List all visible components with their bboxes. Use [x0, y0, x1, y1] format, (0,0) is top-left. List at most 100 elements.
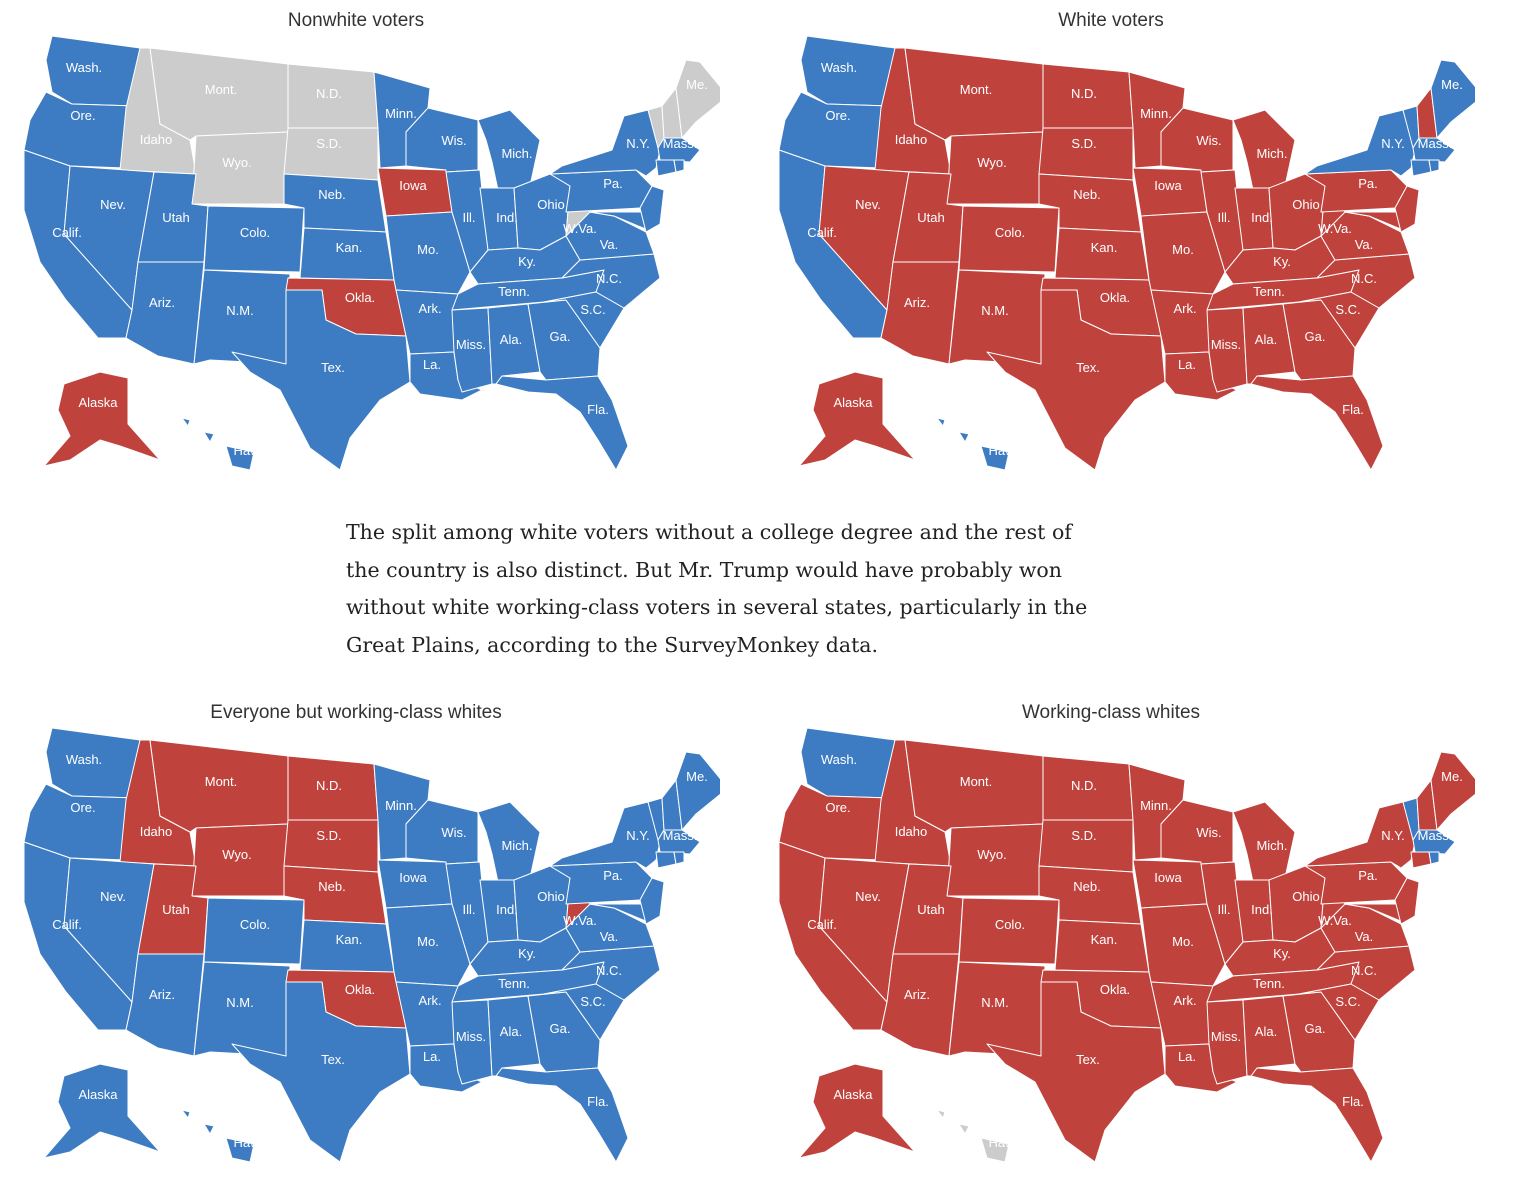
state-tx: [986, 289, 1166, 471]
state-nj: [1394, 877, 1420, 925]
state-label-sc: S.C.: [580, 302, 605, 317]
map-title: Working-class whites: [1021, 702, 1201, 723]
state-label-ny: N.Y.: [1381, 136, 1405, 151]
paragraph-line: the country is also distinct. But Mr. Tr…: [346, 557, 1062, 582]
map-panel-working-class-whites: Working-class whites Wash. Ore. Calif. Idah…: [755, 692, 1475, 1172]
state-label-ms: Miss.: [456, 1029, 486, 1044]
state-label-hi: Haw.: [234, 1135, 263, 1150]
state-label-ks: Kan.: [336, 240, 363, 255]
state-label-ca: Calif.: [52, 225, 82, 240]
state-label-ca: Calif.: [807, 917, 837, 932]
state-ri: [673, 851, 685, 865]
state-label-mn: Minn.: [1140, 798, 1172, 813]
state-label-mn: Minn.: [1140, 106, 1172, 121]
state-label-mo: Mo.: [1172, 934, 1194, 949]
state-label-pa: Pa.: [1358, 176, 1378, 191]
state-label-co: Colo.: [240, 917, 270, 932]
state-label-mn: Minn.: [385, 798, 417, 813]
state-label-ky: Ky.: [1273, 254, 1291, 269]
state-label-nv: Nev.: [855, 889, 881, 904]
state-label-ma: Mass.: [1418, 828, 1453, 843]
state-label-nd: N.D.: [1071, 778, 1097, 793]
state-label-va: Va.: [600, 929, 619, 944]
state-label-hi: Haw.: [989, 1135, 1018, 1150]
state-label-wy: Wyo.: [222, 155, 252, 170]
state-label-ok: Okla.: [345, 982, 375, 997]
us-map: Wash. Ore. Calif. Idaho Nev. Mont. Wyo. Utah Ari…: [778, 727, 1475, 1163]
state-label-ar: Ark.: [1173, 993, 1196, 1008]
state-label-id: Idaho: [895, 824, 928, 839]
state-label-ma: Mass.: [1418, 136, 1453, 151]
state-label-ky: Ky.: [518, 946, 536, 961]
state-label-ia: Iowa: [1154, 870, 1182, 885]
state-label-az: Ariz.: [149, 987, 175, 1002]
state-label-nm: N.M.: [981, 303, 1008, 318]
state-ny: [1304, 109, 1416, 177]
state-ny: [549, 801, 661, 869]
state-label-fl: Fla.: [1342, 402, 1364, 417]
state-label-mo: Mo.: [417, 934, 439, 949]
state-label-mi: Mich.: [501, 838, 532, 853]
state-label-ny: N.Y.: [1381, 828, 1405, 843]
state-label-me: Me.: [1441, 769, 1463, 784]
state-label-wy: Wyo.: [977, 155, 1007, 170]
state-me: [675, 751, 720, 831]
state-ri: [1428, 851, 1440, 865]
state-az: [880, 261, 960, 365]
paragraph-line: without white working-class voters in se…: [346, 595, 1088, 619]
state-label-or: Ore.: [825, 800, 850, 815]
state-label-nv: Nev.: [855, 197, 881, 212]
state-label-ak: Alaska: [833, 1087, 873, 1102]
state-label-ga: Ga.: [1305, 1021, 1326, 1036]
state-ri: [1428, 159, 1440, 173]
state-label-tn: Tenn.: [1253, 284, 1285, 299]
state-label-or: Ore.: [70, 800, 95, 815]
state-label-nv: Nev.: [100, 889, 126, 904]
state-me: [1430, 751, 1475, 831]
state-label-nm: N.M.: [981, 995, 1008, 1010]
state-label-ne: Neb.: [318, 187, 345, 202]
state-label-ne: Neb.: [1073, 187, 1100, 202]
state-label-az: Ariz.: [904, 295, 930, 310]
state-label-nc: N.C.: [596, 963, 622, 978]
state-label-va: Va.: [1355, 929, 1374, 944]
us-map: Wash. Ore. Calif. Idaho Nev. Mont. Wyo. Utah Ari…: [23, 35, 720, 471]
state-label-mt: Mont.: [205, 82, 238, 97]
state-fl: [495, 375, 629, 471]
state-label-wv: W.Va.: [563, 913, 597, 928]
map-title: White voters: [1058, 10, 1164, 31]
state-label-ga: Ga.: [550, 1021, 571, 1036]
state-label-wv: W.Va.: [1318, 913, 1352, 928]
state-ak: [798, 371, 916, 467]
state-label-la: La.: [423, 357, 441, 372]
state-label-nm: N.M.: [226, 995, 253, 1010]
state-label-sd: S.D.: [316, 828, 341, 843]
state-me: [675, 59, 720, 139]
state-label-co: Colo.: [995, 225, 1025, 240]
map-title: Nonwhite voters: [287, 10, 425, 31]
state-label-me: Me.: [1441, 77, 1463, 92]
state-label-tx: Tex.: [1076, 1052, 1100, 1067]
state-label-ak: Alaska: [833, 395, 873, 410]
state-fl: [495, 1067, 629, 1163]
state-label-nd: N.D.: [316, 778, 342, 793]
state-label-mo: Mo.: [1172, 242, 1194, 257]
state-label-sc: S.C.: [580, 994, 605, 1009]
state-label-nd: N.D.: [316, 86, 342, 101]
state-label-ne: Neb.: [318, 879, 345, 894]
state-label-il: Ill.: [1218, 902, 1231, 917]
state-ri: [673, 159, 685, 173]
state-label-wy: Wyo.: [222, 847, 252, 862]
state-or: [778, 91, 892, 169]
state-label-il: Ill.: [1218, 210, 1231, 225]
state-label-ia: Iowa: [399, 870, 427, 885]
state-label-ks: Kan.: [336, 932, 363, 947]
state-sc: [543, 983, 625, 1041]
state-label-pa: Pa.: [1358, 868, 1378, 883]
state-label-wy: Wyo.: [977, 847, 1007, 862]
state-label-az: Ariz.: [904, 987, 930, 1002]
state-label-pa: Pa.: [603, 868, 623, 883]
state-hi: [181, 417, 255, 471]
state-label-hi: Haw.: [234, 443, 263, 458]
state-ct: [655, 851, 677, 869]
